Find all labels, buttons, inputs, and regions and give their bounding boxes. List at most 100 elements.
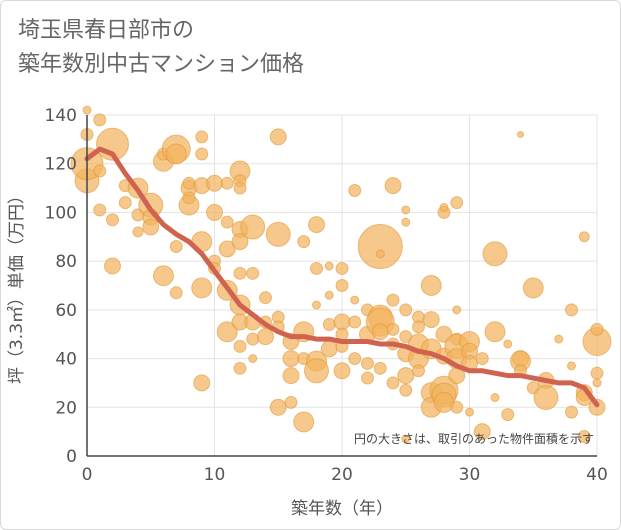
data-bubble (233, 266, 247, 280)
data-bubble (324, 290, 334, 300)
data-bubble (269, 128, 287, 146)
data-bubble (93, 203, 107, 217)
data-bubble (348, 352, 362, 366)
data-bubble (484, 321, 506, 343)
data-bubble (386, 322, 400, 336)
data-bubble (308, 216, 325, 234)
chart-title: 埼玉県春日部市の 築年数別中古マンション価格 (18, 14, 304, 82)
y-axis-label: 坪（3.3㎡）単価（万円） (7, 187, 27, 384)
data-bubble (169, 286, 183, 300)
data-bubble (565, 405, 578, 419)
data-bubble (386, 376, 400, 390)
data-bubble (412, 364, 425, 378)
data-bubble (297, 235, 311, 249)
data-bubble (412, 320, 425, 334)
data-bubble (348, 315, 362, 329)
data-bubble (335, 279, 349, 292)
data-bubble (501, 408, 515, 422)
x-tick-label: 30 (459, 465, 481, 485)
data-bubble (216, 321, 238, 343)
data-bubble (375, 249, 385, 259)
data-bubble (567, 361, 576, 371)
data-bubble (482, 241, 508, 267)
x-tick-label: 0 (82, 465, 93, 485)
data-bubble (450, 196, 464, 210)
data-bubble (284, 395, 298, 409)
data-bubble (371, 323, 389, 341)
y-tick-label: 100 (45, 203, 77, 223)
data-bubble (397, 367, 415, 385)
x-tick-label: 40 (586, 465, 608, 485)
data-bubble (578, 231, 590, 243)
data-bubble (399, 383, 413, 397)
data-bubble (422, 311, 440, 329)
data-bubble (310, 261, 323, 275)
data-bubble (533, 385, 559, 411)
data-bubble (132, 226, 144, 238)
data-bubble (118, 196, 132, 210)
bubble-size-note: 円の大きさは、取引のあった物件面積を示す (354, 431, 594, 446)
data-bubble (169, 240, 183, 254)
data-bubble (439, 203, 449, 213)
data-bubble (233, 181, 247, 195)
y-tick-label: 20 (55, 398, 77, 418)
data-bubble (401, 434, 411, 444)
data-bubble (386, 293, 400, 307)
data-bubble (282, 350, 300, 368)
data-bubble (503, 339, 513, 349)
data-bubble (420, 275, 442, 296)
data-bubble (401, 217, 411, 227)
data-bubble (269, 398, 287, 416)
bubble-layer (70, 105, 612, 444)
data-bubble (348, 184, 362, 198)
data-bubble (490, 393, 500, 403)
data-bubble (373, 361, 387, 375)
data-bubble (220, 176, 234, 190)
data-bubble (401, 205, 411, 215)
data-bubble (165, 143, 187, 165)
data-bubble (257, 328, 274, 346)
y-tick-label: 40 (55, 350, 77, 370)
data-bubble (153, 265, 174, 287)
data-bubble (182, 191, 196, 205)
data-bubble (577, 430, 591, 444)
data-bubble (93, 113, 107, 127)
data-bubble (312, 300, 321, 310)
x-tick-label: 20 (331, 465, 353, 485)
data-bubble (399, 303, 413, 317)
data-bubble (384, 177, 402, 195)
x-axis-label: 築年数（年） (291, 499, 393, 519)
trend-line (84, 146, 600, 408)
data-bubble (304, 358, 329, 384)
data-bubble (104, 257, 121, 275)
data-bubble (333, 362, 351, 380)
title-line-2: 築年数別中古マンション価格 (18, 52, 305, 77)
data-bubble (322, 317, 336, 331)
data-bubble (473, 423, 491, 441)
data-bubble (361, 371, 374, 385)
data-bubble (240, 214, 266, 240)
data-bubble (554, 334, 564, 344)
data-bubble (246, 332, 260, 346)
data-bubble (142, 218, 160, 236)
data-bubble (335, 261, 349, 275)
data-bubble (220, 215, 234, 229)
data-bubble (265, 221, 291, 247)
data-bubble (282, 367, 300, 385)
data-bubble (246, 266, 260, 280)
y-tick-label: 60 (55, 301, 77, 321)
y-tick-label: 0 (66, 447, 77, 467)
data-bubble (590, 322, 604, 336)
data-bubble (293, 411, 315, 433)
data-bubble (324, 261, 334, 271)
data-bubble (206, 174, 223, 192)
data-bubble (233, 339, 247, 353)
data-bubble (522, 277, 544, 299)
y-tick-labels: 0 20 40 60 80 100 120 140 (45, 106, 77, 467)
data-bubble (182, 176, 196, 190)
x-tick-labels: 0 10 20 30 40 (82, 465, 608, 485)
data-bubble (590, 366, 604, 380)
x-tick-label: 10 (204, 465, 226, 485)
data-bubble (195, 147, 209, 161)
